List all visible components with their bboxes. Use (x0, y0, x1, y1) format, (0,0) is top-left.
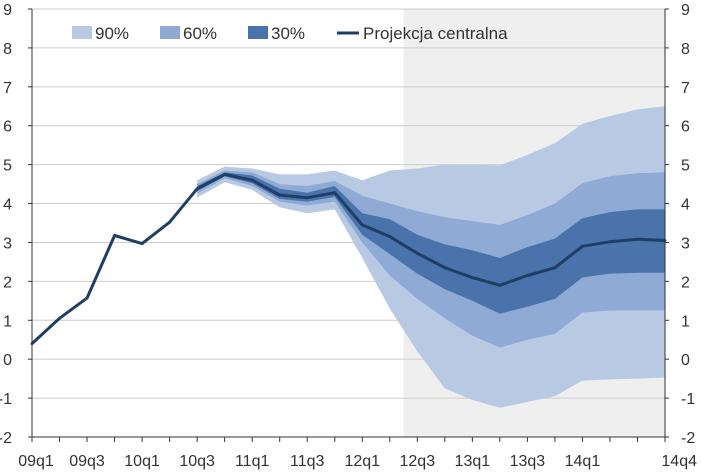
x-tick-label: 09q3 (69, 453, 105, 470)
central-projection-layer (30, 172, 667, 346)
x-tick-label: 11q1 (235, 453, 270, 470)
y-tick-label-left: 1 (3, 313, 12, 330)
y-axis-left-labels: -2 -1 0 1 2 3 4 5 6 7 8 9 (0, 2, 12, 447)
central-projection-point (250, 178, 254, 182)
central-projection-point (608, 240, 612, 244)
y-tick-label-left: 3 (3, 235, 12, 252)
y-tick-label-left: 8 (3, 41, 12, 58)
legend-swatch (248, 26, 268, 39)
central-projection-point (333, 191, 337, 195)
legend-item: 60% (160, 24, 217, 43)
axes-layer (28, 8, 669, 442)
central-projection-point (388, 235, 392, 239)
legend: 90% 60% 30% Projekcja centralna (72, 24, 508, 43)
legend-swatch (160, 26, 180, 39)
x-tick-label: 10q3 (179, 453, 215, 470)
y-tick-label-left: 2 (3, 274, 12, 291)
y-tick-label-right: 4 (681, 197, 690, 214)
central-projection-point (223, 172, 227, 176)
central-projection-point (553, 266, 557, 270)
x-tick-label: 12q1 (344, 453, 380, 470)
y-tick-label-left: 6 (3, 119, 12, 136)
legend-label: 30% (271, 24, 305, 43)
central-projection-point (525, 274, 529, 277)
central-projection-point (360, 223, 364, 227)
x-tick-label: 14q4 (661, 453, 697, 470)
legend-item: 90% (72, 24, 129, 43)
legend-item: 30% (248, 24, 305, 43)
y-tick-label-left: 0 (3, 352, 12, 369)
x-tick-label: 14q1 (565, 453, 601, 470)
legend-label: Projekcja centralna (363, 24, 508, 43)
band-30-area (197, 172, 665, 314)
legend-label: 60% (183, 24, 217, 43)
y-tick-label-left: -1 (0, 391, 12, 408)
central-projection-point (168, 220, 172, 224)
y-tick-label-right: 5 (681, 158, 690, 175)
y-tick-label-right: -2 (681, 430, 695, 447)
central-projection-point (636, 237, 639, 241)
y-tick-label-right: -1 (681, 391, 695, 408)
central-projection-point (85, 296, 89, 300)
central-projection-point (581, 244, 584, 248)
x-tick-label: 13q3 (510, 453, 546, 470)
central-projection-point (305, 196, 309, 200)
central-projection-point (58, 316, 61, 320)
y-tick-label-right: 0 (681, 352, 690, 369)
y-tick-label-left: 9 (3, 2, 12, 19)
central-projection-point (470, 276, 474, 279)
y-tick-label-right: 9 (681, 2, 690, 19)
central-projection-point (443, 266, 447, 270)
central-projection-point (415, 251, 419, 255)
y-tick-label-right: 1 (681, 313, 690, 330)
x-axis-labels: 09q1 09q3 10q1 10q3 11q1 11q3 12q1 12q3 13q1 13q3… (18, 453, 697, 470)
central-projection-point (113, 234, 116, 237)
x-tick-label: 09q1 (18, 453, 54, 470)
central-projection-point (278, 193, 282, 197)
legend-item: Projekcja centralna (337, 24, 508, 43)
x-tick-label: 13q1 (455, 453, 491, 470)
y-tick-label-right: 2 (681, 274, 690, 291)
x-tick-label: 11q3 (290, 453, 325, 470)
x-tick-label: 10q1 (124, 453, 160, 470)
y-tick-label-right: 8 (681, 41, 690, 58)
x-tick-label: 12q3 (400, 453, 436, 470)
legend-label: 90% (95, 24, 129, 43)
y-tick-label-left: -2 (0, 430, 12, 447)
y-tick-label-right: 7 (681, 80, 690, 97)
y-tick-label-right: 6 (681, 119, 690, 136)
central-projection-point (140, 242, 144, 246)
legend-swatch (72, 26, 92, 39)
y-tick-label-left: 7 (3, 80, 12, 97)
y-tick-label-left: 5 (3, 158, 12, 175)
central-projection-line (30, 172, 666, 345)
central-projection-point (498, 283, 502, 287)
y-tick-label-right: 3 (681, 235, 690, 252)
y-tick-label-left: 4 (3, 197, 12, 214)
y-axis-right-labels: -2 -1 0 1 2 3 4 5 6 7 8 9 (681, 2, 695, 447)
central-projection-point (195, 187, 199, 191)
